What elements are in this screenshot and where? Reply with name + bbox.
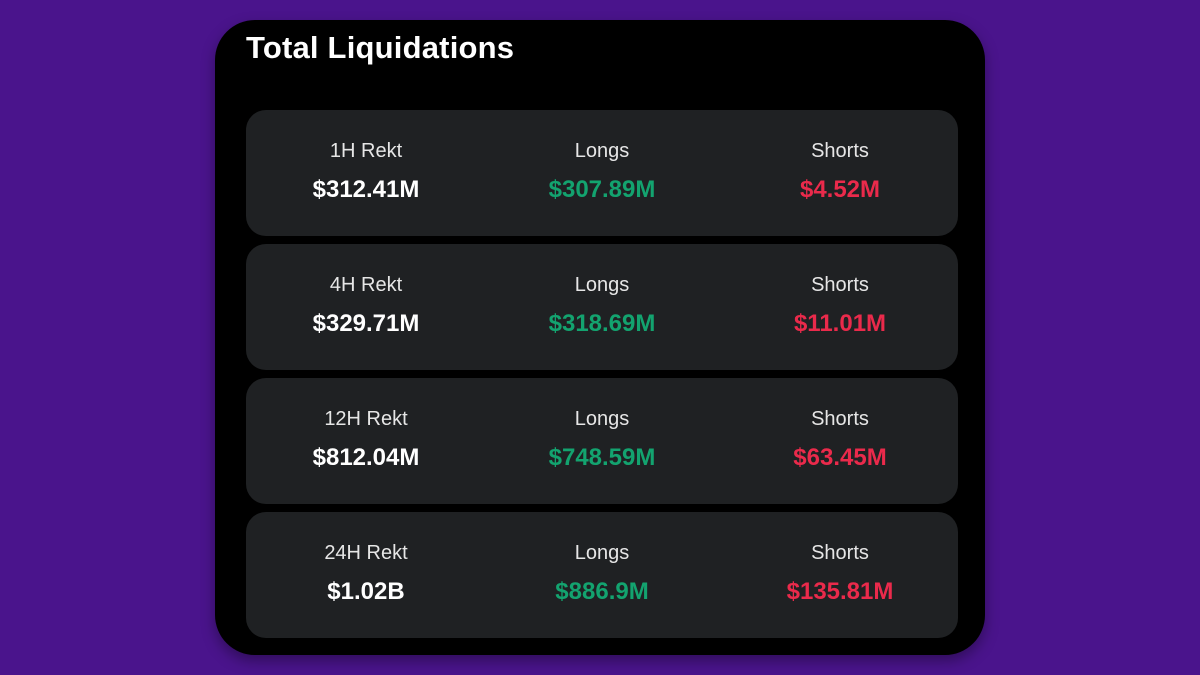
shorts-value: $4.52M xyxy=(799,176,881,203)
period-total-cell: 1H Rekt $312.41M xyxy=(266,110,466,236)
longs-label: Longs xyxy=(574,140,630,162)
period-label: 4H Rekt xyxy=(329,274,403,296)
longs-cell: Longs $307.89M xyxy=(502,110,702,236)
period-total-cell: 24H Rekt $1.02B xyxy=(266,512,466,638)
total-value: $312.41M xyxy=(312,176,420,203)
liquidation-row-4h: 4H Rekt $329.71M Longs $318.69M Shorts $… xyxy=(246,244,958,370)
shorts-value: $11.01M xyxy=(793,310,887,337)
period-total-cell: 12H Rekt $812.04M xyxy=(266,378,466,504)
longs-label: Longs xyxy=(574,274,630,296)
total-value: $329.71M xyxy=(312,310,420,337)
longs-cell: Longs $886.9M xyxy=(502,512,702,638)
liquidation-row-12h: 12H Rekt $812.04M Longs $748.59M Shorts … xyxy=(246,378,958,504)
shorts-value: $63.45M xyxy=(793,444,887,471)
period-label: 1H Rekt xyxy=(329,140,403,162)
shorts-cell: Shorts $135.81M xyxy=(740,512,940,638)
shorts-label: Shorts xyxy=(811,274,869,296)
longs-cell: Longs $748.59M xyxy=(502,378,702,504)
longs-value: $318.69M xyxy=(548,310,656,337)
liquidation-row-24h: 24H Rekt $1.02B Longs $886.9M Shorts $13… xyxy=(246,512,958,638)
shorts-value: $135.81M xyxy=(786,578,894,605)
shorts-label: Shorts xyxy=(811,542,869,564)
total-value: $1.02B xyxy=(327,578,405,605)
shorts-label: Shorts xyxy=(811,408,869,430)
longs-cell: Longs $318.69M xyxy=(502,244,702,370)
longs-value: $307.89M xyxy=(548,176,656,203)
period-label: 12H Rekt xyxy=(324,408,408,430)
period-label: 24H Rekt xyxy=(324,542,408,564)
shorts-cell: Shorts $4.52M xyxy=(740,110,940,236)
liquidation-row-1h: 1H Rekt $312.41M Longs $307.89M Shorts $… xyxy=(246,110,958,236)
shorts-cell: Shorts $63.45M xyxy=(740,378,940,504)
shorts-label: Shorts xyxy=(811,140,869,162)
longs-value: $748.59M xyxy=(548,444,656,471)
shorts-cell: Shorts $11.01M xyxy=(740,244,940,370)
period-total-cell: 4H Rekt $329.71M xyxy=(266,244,466,370)
longs-value: $886.9M xyxy=(555,578,649,605)
total-value: $812.04M xyxy=(312,444,420,471)
longs-label: Longs xyxy=(574,542,630,564)
card-title: Total Liquidations xyxy=(246,30,515,65)
longs-label: Longs xyxy=(574,408,630,430)
liquidations-card: Total Liquidations 1H Rekt $312.41M Long… xyxy=(215,20,985,655)
